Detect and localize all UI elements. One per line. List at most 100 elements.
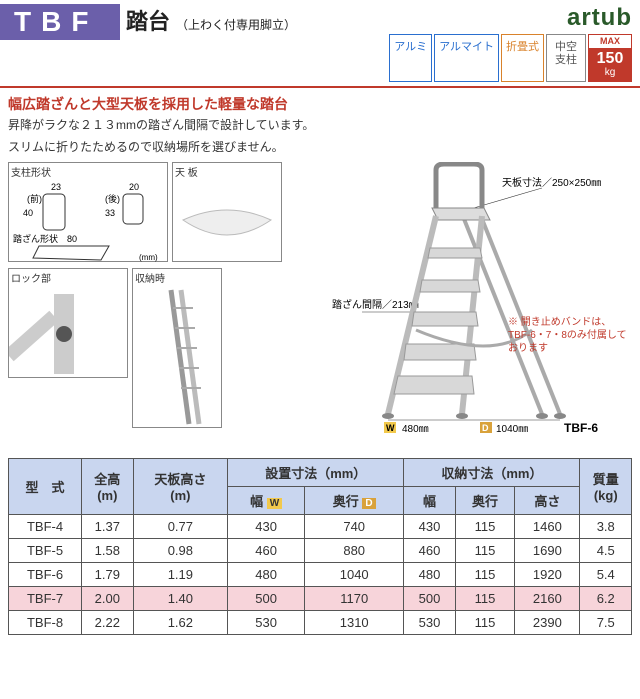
dim-33: 33 [105,208,115,218]
note-red: ※ 開き止めバンドは、TBF-6・7・8のみ付属しております [508,316,628,355]
cell-zk: 1.58 [82,538,133,562]
cell-tb: 1.40 [133,586,228,610]
th-takasa: 高さ [515,486,580,514]
label-tenban: 天 板 [173,163,281,180]
cell-cw: 480 [404,562,455,586]
cell-sd: 1310 [305,610,404,634]
th-haba2: 幅 [404,486,455,514]
badge: 中空 支柱 [546,34,586,82]
svg-text:D: D [482,423,489,433]
table-row: TBF-41.370.7743074043011514603.8 [9,514,632,538]
th-model: 型 式 [9,458,82,514]
brand-logo: artub [567,4,632,32]
th-setchi: 設置寸法（mm） [228,458,404,486]
ladder-illustration: 天板寸法／250×250㎜ 踏ざん間隔／213㎜ [332,162,612,442]
spec-tbody: TBF-41.370.7743074043011514603.8TBF-51.5… [9,514,632,634]
cell-cd: 115 [455,586,515,610]
cell-cd: 115 [455,610,515,634]
cell-m: TBF-8 [9,610,82,634]
badge: 折畳式 [501,34,544,82]
title-sub: （上わく付専用脚立） [176,16,296,33]
cell-sw: 460 [228,538,305,562]
cell-sw: 430 [228,514,305,538]
cell-ch: 1460 [515,514,580,538]
label-shuno: 収納時 [133,269,221,286]
product-code: TBF [0,4,120,40]
cell-m: TBF-7 [9,586,82,610]
badge-max: MAX150kg [588,34,632,82]
cell-cw: 460 [404,538,455,562]
cell-kg: 7.5 [580,610,632,634]
cell-cw: 430 [404,514,455,538]
table-row: TBF-72.001.40500117050011521606.2 [9,586,632,610]
cell-zk: 2.00 [82,586,133,610]
cell-sw: 500 [228,586,305,610]
cell-sd: 740 [305,514,404,538]
th-haba-w: 幅 W [228,486,305,514]
cell-zk: 1.79 [82,562,133,586]
cell-cd: 115 [455,514,515,538]
th-zenko: 全高 (m) [82,458,133,514]
lead-text: 幅広踏ざんと大型天板を採用した軽量な踏台 [0,94,640,114]
label-fumizan: 踏ざん形状 [13,233,58,244]
cell-kg: 4.5 [580,538,632,562]
cell-m: TBF-5 [9,538,82,562]
cell-tb: 0.98 [133,538,228,562]
cell-tb: 0.77 [133,514,228,538]
cell-sd: 1170 [305,586,404,610]
cell-ch: 1920 [515,562,580,586]
label-shichu: 支柱形状 [9,163,167,180]
label-ushiro: (後) [105,193,120,204]
label-mm: (mm) [139,253,158,262]
table-row: TBF-82.221.62530131053011523907.5 [9,610,632,634]
th-okuyuki-d: 奥行 D [305,486,404,514]
divider [0,86,640,88]
cell-kg: 5.4 [580,562,632,586]
cell-sw: 530 [228,610,305,634]
th-mass: 質量 (kg) [580,458,632,514]
ladder-model: TBF-6 [564,421,598,435]
cell-ch: 2160 [515,586,580,610]
cell-cw: 530 [404,610,455,634]
spec-table: 型 式 全高 (m) 天板高さ (m) 設置寸法（mm） 収納寸法（mm） 質量… [8,458,632,635]
cell-ch: 1690 [515,538,580,562]
label-lock: ロック部 [9,269,127,286]
dim-20: 20 [129,182,139,192]
cell-ch: 2390 [515,610,580,634]
badge: アルマイト [434,34,499,82]
cell-m: TBF-4 [9,514,82,538]
dim-23: 23 [51,182,61,192]
cell-kg: 3.8 [580,514,632,538]
cell-cd: 115 [455,562,515,586]
dim-40: 40 [23,208,33,218]
cell-zk: 1.37 [82,514,133,538]
th-okuyuki2: 奥行 [455,486,515,514]
cell-cd: 115 [455,538,515,562]
cell-sw: 480 [228,562,305,586]
diagram-area: 支柱形状 23 (前) 40 (後) 20 33 踏ざん形状 80 (mm) 天… [8,162,632,452]
badges: アルミアルマイト折畳式中空 支柱MAX150kg [389,34,632,82]
title-main: 踏台 [126,4,170,36]
table-row: TBF-61.791.19480104048011519205.4 [9,562,632,586]
cell-sd: 1040 [305,562,404,586]
label-mae: (前) [27,193,42,204]
title-group: 踏台 （上わく付専用脚立） [126,4,383,36]
cell-tb: 1.19 [133,562,228,586]
cell-cw: 500 [404,586,455,610]
desc-1: 昇降がラクな２１３mmの踏ざん間隔で設計しています。 [0,114,640,136]
cell-zk: 2.22 [82,610,133,634]
svg-text:W: W [386,423,395,433]
badge: アルミ [389,34,432,82]
th-tenban: 天板高さ (m) [133,458,228,514]
cell-tb: 1.62 [133,610,228,634]
desc-2: スリムに折りたためるので収納場所を選びません。 [0,136,640,158]
tenban-dim: 天板寸法／250×250㎜ [502,176,601,189]
table-row: TBF-51.580.9846088046011516904.5 [9,538,632,562]
cell-m: TBF-6 [9,562,82,586]
fumizan-dim: 踏ざん間隔／213㎜ [332,298,419,311]
spec-thead: 型 式 全高 (m) 天板高さ (m) 設置寸法（mm） 収納寸法（mm） 質量… [9,458,632,514]
cell-kg: 6.2 [580,586,632,610]
cell-sd: 880 [305,538,404,562]
header: TBF 踏台 （上わく付専用脚立） artub アルミアルマイト折畳式中空 支柱… [0,0,640,82]
w-val: 480㎜ [402,424,429,435]
